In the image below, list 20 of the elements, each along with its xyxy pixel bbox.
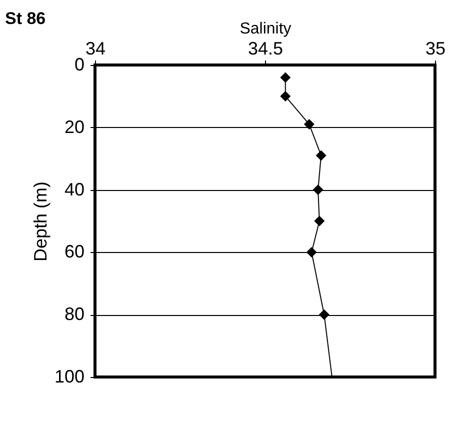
point	[280, 90, 291, 102]
chart-title: St 86	[5, 9, 46, 28]
point	[304, 119, 314, 130]
y-axis-title: Depth (m)	[30, 181, 50, 262]
x-tick-label: 34.5	[248, 38, 284, 58]
point	[316, 150, 326, 161]
point	[306, 246, 317, 258]
y-tick-label: 40	[64, 179, 84, 200]
y-tick-label: 100	[54, 366, 84, 386]
y-tick-label: 80	[64, 304, 84, 324]
y-tick-label: 0	[74, 54, 84, 74]
x-axis-title: Salinity	[240, 20, 292, 38]
x-tick-label: 35	[425, 38, 446, 58]
y-tick-label: 20	[64, 116, 84, 137]
y-tick-label: 60	[64, 242, 84, 262]
point	[312, 184, 324, 196]
point	[314, 216, 325, 226]
point	[318, 309, 330, 320]
point	[280, 72, 291, 83]
x-tick-label: 34	[85, 38, 106, 58]
